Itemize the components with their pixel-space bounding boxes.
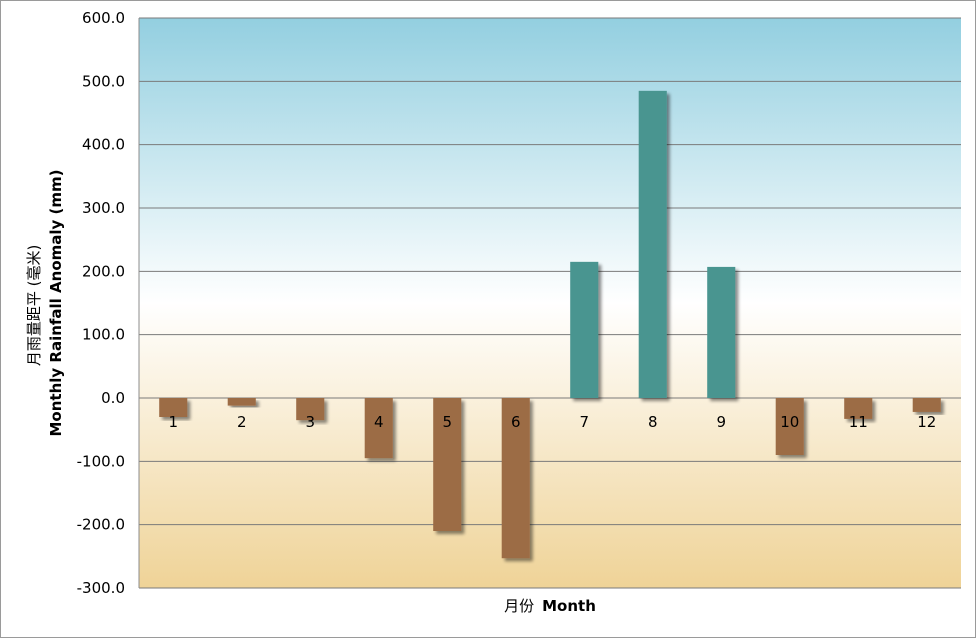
bar-month-12 — [912, 398, 941, 412]
bar-month-4 — [364, 398, 393, 459]
y-tick-label: -100.0 — [77, 452, 125, 470]
y-tick-label: -200.0 — [77, 516, 125, 534]
bar-month-2 — [227, 398, 256, 406]
bar-month-9 — [707, 266, 736, 398]
bar-month-7 — [570, 261, 599, 398]
x-tick-label: 11 — [849, 413, 868, 431]
bar-month-8 — [638, 90, 667, 398]
bar-month-1 — [159, 398, 188, 417]
x-tick-label: 9 — [716, 413, 726, 431]
bar-month-5 — [433, 398, 462, 531]
x-tick-label: 12 — [917, 413, 936, 431]
bar-month-6 — [501, 398, 530, 559]
x-tick-label: 8 — [648, 413, 658, 431]
y-tick-label: 400.0 — [82, 136, 125, 154]
x-tick-label: 6 — [511, 413, 521, 431]
y-tick-label: 500.0 — [82, 72, 125, 90]
plot-area — [139, 18, 961, 588]
y-axis-ticks: 600.0 500.0 400.0 300.0 200.0 100.0 0.0 -100.0 -… — [77, 9, 125, 597]
y-axis-title-en: Monthly Rainfall Anomaly (mm) — [47, 169, 65, 436]
x-tick-label: 1 — [168, 413, 178, 431]
bar-month-3 — [296, 398, 325, 421]
y-tick-label: 300.0 — [82, 199, 125, 217]
y-tick-label: 200.0 — [82, 262, 125, 280]
x-axis-title: 月份 Month — [504, 597, 596, 615]
x-tick-label: 2 — [237, 413, 247, 431]
x-tick-label: 5 — [442, 413, 452, 431]
gridlines — [139, 17, 961, 589]
y-tick-label: 100.0 — [82, 326, 125, 344]
x-tick-label: 7 — [579, 413, 589, 431]
x-tick-label: 4 — [374, 413, 384, 431]
x-tick-label: 10 — [780, 413, 799, 431]
bar-month-10 — [775, 398, 804, 455]
y-tick-label: 0.0 — [101, 389, 125, 407]
y-axis-title: 月雨量距平 (毫米) Monthly Rainfall Anomaly (mm) — [25, 169, 65, 436]
y-tick-label: 600.0 — [82, 9, 125, 27]
y-tick-label: -300.0 — [77, 579, 125, 597]
x-tick-label: 3 — [305, 413, 315, 431]
bars — [159, 90, 941, 559]
x-axis-ticks: 1 2 3 4 5 6 7 8 9 10 11 12 — [168, 413, 936, 431]
bar-month-11 — [844, 398, 873, 419]
